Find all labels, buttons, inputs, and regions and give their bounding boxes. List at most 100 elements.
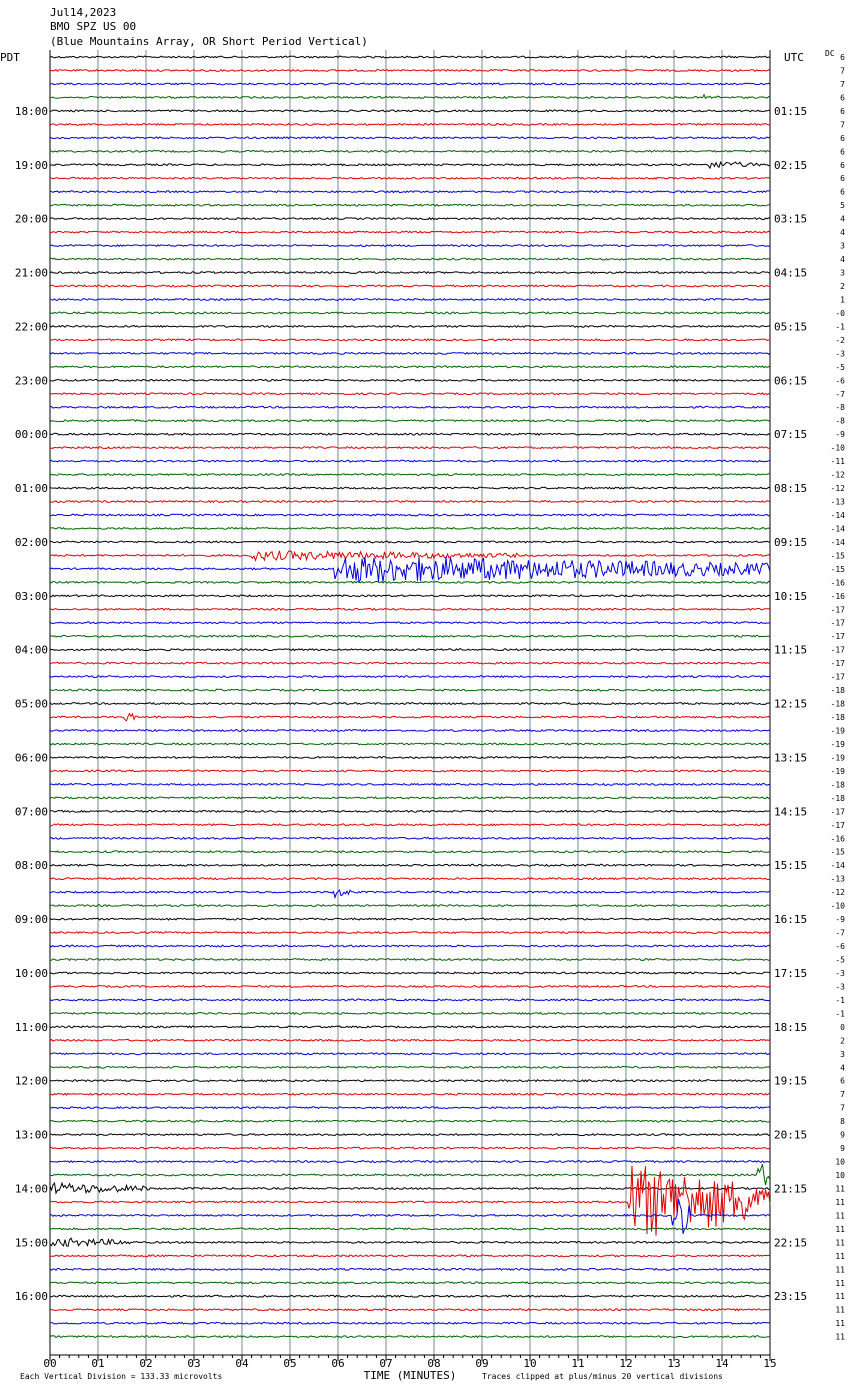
dc-label: -17 (831, 632, 846, 641)
dc-label: 2 (840, 282, 845, 291)
trace (49, 903, 771, 908)
trace (49, 809, 771, 813)
dc-label: -12 (831, 471, 846, 480)
trace (49, 1237, 771, 1248)
trace (49, 634, 771, 638)
dc-label: 10 (835, 1158, 845, 1167)
x-tick-label: 02 (139, 1357, 152, 1370)
x-tick-label: 05 (283, 1357, 296, 1370)
right-time-label: 15:15 (774, 859, 807, 872)
dc-label: 1 (840, 295, 845, 304)
dc-label: -17 (831, 807, 846, 816)
trace (49, 728, 771, 733)
trace (49, 836, 771, 840)
dc-label: -19 (831, 753, 846, 762)
dc-label: 11 (835, 1198, 845, 1207)
x-tick-label: 13 (667, 1357, 680, 1370)
dc-label: 7 (840, 1090, 845, 1099)
right-time-label: 10:15 (774, 590, 807, 603)
trace (49, 1163, 771, 1186)
trace (49, 594, 771, 598)
dc-label: -14 (831, 538, 846, 547)
dc-label: -15 (831, 565, 846, 574)
trace (49, 1132, 771, 1137)
right-time-label: 11:15 (774, 644, 807, 657)
trace (49, 701, 771, 706)
right-time-label: 01:15 (774, 105, 807, 118)
dc-label: -6 (835, 942, 845, 951)
dc-label: -11 (831, 457, 846, 466)
left-time-label: 23:00 (15, 374, 48, 387)
dc-label: -1 (835, 322, 845, 331)
x-tick-label: 03 (187, 1357, 200, 1370)
dc-label: 2 (840, 1036, 845, 1045)
dc-label: -7 (835, 929, 845, 938)
trace (49, 243, 771, 248)
x-tick-label: 00 (43, 1357, 56, 1370)
dc-label: 4 (840, 1063, 845, 1072)
trace (49, 580, 771, 584)
dc-label: 7 (840, 120, 845, 129)
left-time-label: 06:00 (15, 751, 48, 764)
dc-label: -17 (831, 659, 846, 668)
right-time-label: 21:15 (774, 1182, 807, 1195)
dc-label: -0 (835, 309, 845, 318)
left-time-label: 15:00 (15, 1236, 48, 1249)
chart-subtitle: BMO SPZ US 00 (50, 20, 136, 33)
dc-label: -16 (831, 578, 846, 587)
trace (49, 1198, 771, 1235)
trace (49, 419, 771, 423)
dc-label: 7 (840, 80, 845, 89)
trace (49, 68, 771, 73)
trace (49, 526, 771, 531)
left-time-label: 19:00 (15, 159, 48, 172)
dc-label: -17 (831, 646, 846, 655)
dc-label: 11 (835, 1279, 845, 1288)
dc-label: -17 (831, 673, 846, 682)
dc-label: 6 (840, 1077, 845, 1086)
right-time-label: 07:15 (774, 428, 807, 441)
left-time-label: 13:00 (15, 1129, 48, 1142)
trace (49, 160, 771, 170)
right-time-label: 05:15 (774, 320, 807, 333)
left-time-label: 18:00 (15, 105, 48, 118)
right-time-label: 19:15 (774, 1075, 807, 1088)
trace (49, 432, 771, 436)
dc-label: 11 (835, 1238, 845, 1247)
dc-label: -18 (831, 794, 846, 803)
scale-note: Each Vertical Division = 133.33 microvol… (20, 1372, 222, 1381)
right-time-label: 04:15 (774, 267, 807, 280)
dc-label: -6 (835, 376, 845, 385)
x-tick-label: 08 (427, 1357, 440, 1370)
trace (49, 957, 771, 962)
dc-label: -15 (831, 848, 846, 857)
trace (49, 284, 771, 288)
x-tick-label: 15 (763, 1357, 776, 1370)
dc-label: 3 (840, 1050, 845, 1059)
trace (49, 82, 771, 86)
dc-label: -17 (831, 605, 846, 614)
trace (49, 863, 771, 867)
trace (49, 782, 771, 786)
dc-label: -3 (835, 349, 845, 358)
trace (49, 1321, 771, 1325)
x-tick-label: 04 (235, 1357, 249, 1370)
left-time-label: 20:00 (15, 213, 48, 226)
dc-label: -17 (831, 821, 846, 830)
trace (49, 473, 771, 477)
trace (49, 311, 771, 315)
trace (49, 365, 771, 369)
dc-label: -5 (835, 955, 845, 964)
dc-label: -13 (831, 498, 846, 507)
left-time-label: 21:00 (15, 267, 48, 280)
right-time-label: 23:15 (774, 1290, 807, 1303)
dc-label: 3 (840, 269, 845, 278)
left-time-label: 00:00 (15, 428, 48, 441)
trace (49, 230, 771, 234)
trace (49, 1308, 771, 1312)
dc-label: -12 (831, 484, 846, 493)
trace (49, 1038, 771, 1042)
dc-label: 11 (835, 1319, 845, 1328)
dc-label: -13 (831, 875, 846, 884)
trace (49, 540, 771, 544)
